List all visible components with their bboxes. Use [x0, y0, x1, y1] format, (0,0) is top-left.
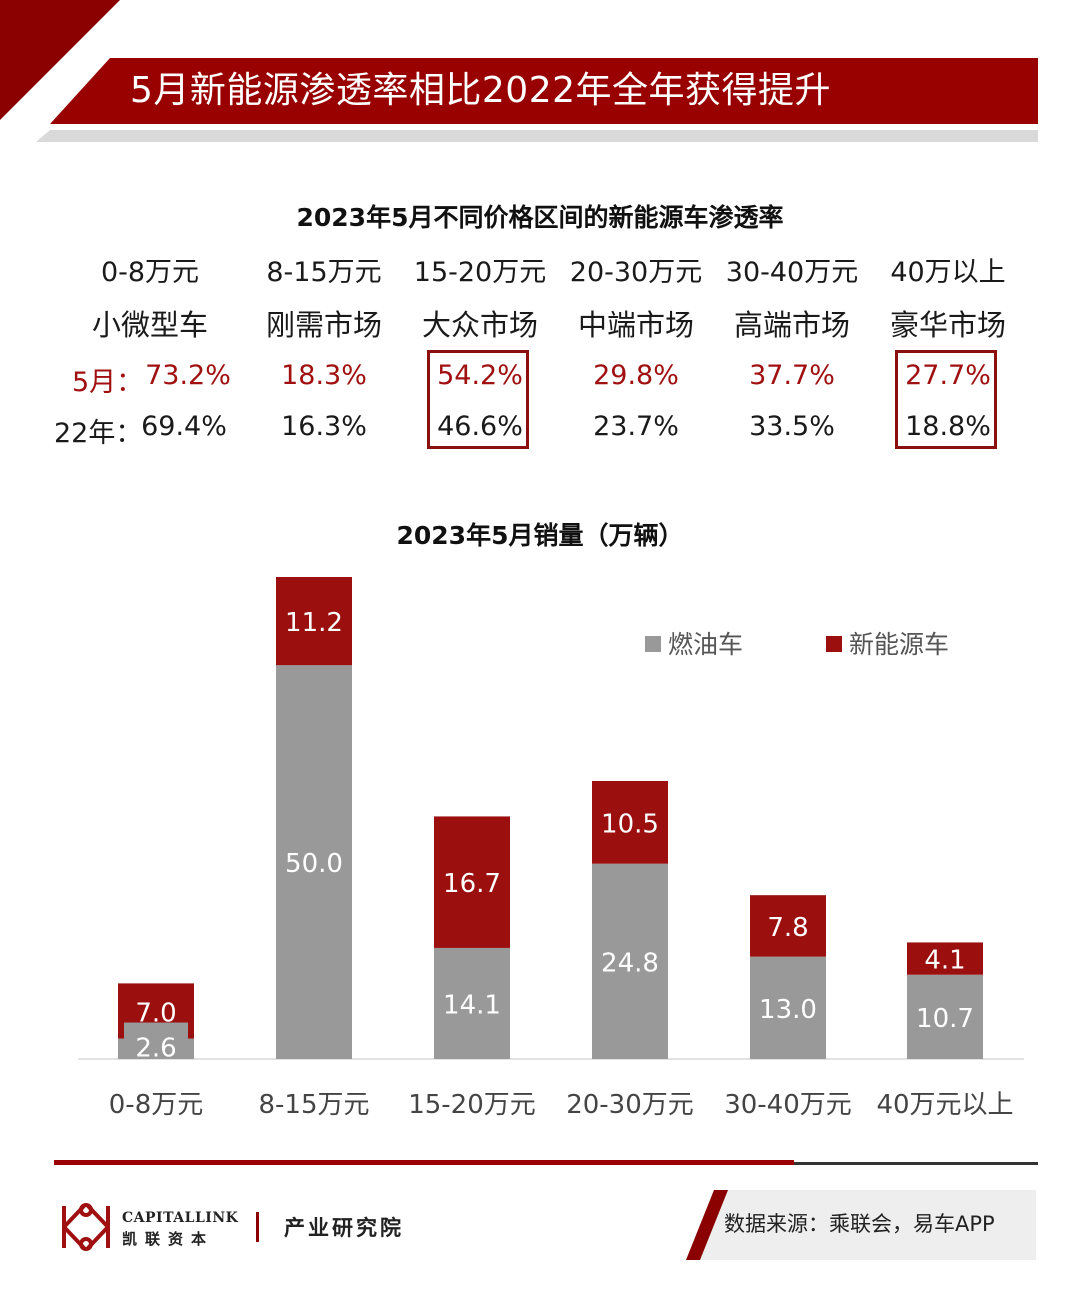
x-tick-label: 40万元以上 [876, 1090, 1013, 1120]
may-rate: 29.8% [593, 360, 679, 391]
bar-nev [907, 942, 983, 975]
may-rate: 37.7% [749, 360, 835, 391]
nev-value-label: 16.7 [443, 869, 501, 899]
data-source: 数据来源：乘联会，易车APP [724, 1212, 995, 1236]
ice-value-label: 50.0 [285, 849, 343, 879]
ice-value-label: 10.7 [916, 1004, 974, 1034]
bar-ice [907, 974, 983, 1059]
highlight-box [427, 350, 529, 449]
ice-value-label: 13.0 [759, 995, 817, 1025]
x-tick-label: 0-8万元 [109, 1090, 203, 1120]
title-banner [50, 58, 1038, 124]
bar-ice-label-bg [124, 1022, 188, 1057]
may-rate: 27.7% [905, 360, 991, 391]
footer-rule-red [54, 1160, 794, 1165]
sales-chart: 2.6 7.0 0-8万元 50.0 11.2 8-15万元 14.1 16.7 15-20万元… [78, 577, 1024, 1120]
bar-ice [592, 863, 668, 1059]
price-range-label: 8-15万元 [266, 257, 382, 288]
capitallink-logo-icon [62, 1203, 110, 1251]
may-rate: 54.2% [437, 360, 523, 391]
may-rate: 18.3% [281, 360, 367, 391]
nev-value-label: 4.1 [924, 946, 965, 976]
ice-value-label: 24.8 [601, 948, 659, 978]
x-tick-label: 15-20万元 [408, 1090, 536, 1120]
banner-shadow [36, 130, 1038, 142]
rate-2022: 46.6% [437, 411, 523, 442]
bar-nev [434, 816, 510, 948]
segment-label: 豪华市场 [889, 308, 1006, 342]
price-range-label: 20-30万元 [569, 257, 703, 288]
chart-title: 2023年5月销量（万辆） [396, 521, 684, 550]
institute-name: 产业研究院 [284, 1215, 404, 1240]
nev-value-label: 7.8 [767, 913, 808, 943]
penetration-title: 2023年5月不同价格区间的新能源车渗透率 [296, 203, 784, 232]
logo-text-cn: 凯联资本 [122, 1230, 215, 1248]
segment-label: 刚需市场 [265, 308, 382, 342]
footer-rule-dark [794, 1162, 1038, 1165]
price-range-label: 15-20万元 [413, 257, 547, 288]
bar-nev [750, 895, 826, 957]
row-label-may: 5月： [72, 367, 144, 398]
price-range-label: 40万以上 [890, 257, 1006, 288]
segment-label: 中端市场 [577, 308, 694, 342]
price-range-label: 0-8万元 [100, 257, 200, 288]
segment-label: 大众市场 [421, 308, 538, 342]
bar-ice [750, 956, 826, 1059]
page-title: 5月新能源渗透率相比2022年全年获得提升 [130, 70, 832, 111]
row-label-2022: 22年： [54, 418, 143, 449]
logo-text-en: CAPITALLINK [122, 1210, 239, 1226]
segment-label: 高端市场 [733, 308, 850, 342]
nev-value-label: 7.0 [135, 998, 176, 1028]
nev-value-label: 10.5 [601, 809, 659, 839]
legend-label-nev: 新能源车 [849, 630, 949, 659]
bar-nev [276, 577, 352, 666]
ice-value-label: 2.6 [135, 1034, 176, 1064]
may-rate: 73.2% [145, 360, 231, 391]
rate-2022: 69.4% [141, 411, 227, 442]
x-tick-label: 30-40万元 [724, 1090, 852, 1120]
highlight-box [895, 350, 997, 449]
rate-2022: 23.7% [593, 411, 679, 442]
logo-separator [256, 1212, 259, 1242]
legend-label-ice: 燃油车 [668, 630, 743, 659]
bar-ice [276, 665, 352, 1059]
rate-2022: 18.8% [905, 411, 991, 442]
bar-nev [592, 780, 668, 864]
rate-2022: 16.3% [281, 411, 367, 442]
ice-value-label: 14.1 [443, 990, 501, 1020]
nev-value-label: 11.2 [285, 608, 343, 638]
legend-swatch-ice [645, 636, 661, 652]
x-tick-label: 20-30万元 [566, 1090, 694, 1120]
source-box [686, 1190, 1036, 1260]
legend-swatch-nev [826, 636, 842, 652]
rate-2022: 33.5% [749, 411, 835, 442]
price-range-label: 30-40万元 [725, 257, 859, 288]
bar-ice [434, 947, 510, 1059]
x-tick-label: 8-15万元 [258, 1090, 369, 1120]
segment-label: 小微型车 [91, 308, 208, 342]
